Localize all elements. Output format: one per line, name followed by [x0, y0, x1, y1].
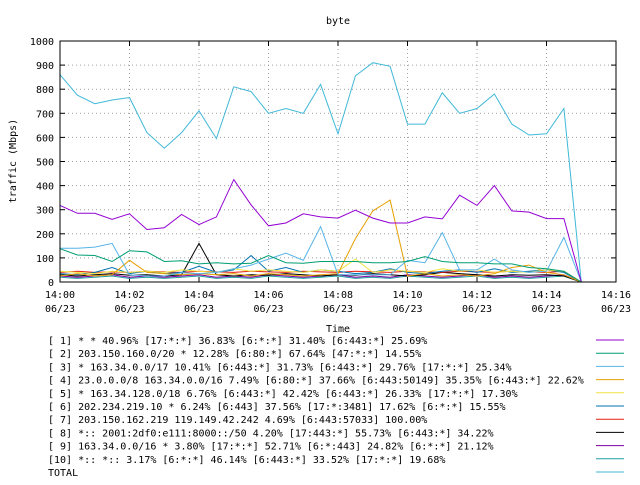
x-tick-label: 14:12 — [462, 290, 492, 301]
series-line-2 — [59, 248, 582, 283]
chart-title: byte — [326, 16, 350, 27]
plot-frame — [59, 40, 617, 283]
legend-label-5: [ 5] * 163.34.128.0/18 6.76% [6:443:*] 4… — [48, 389, 518, 400]
x-tick-label: 14:04 — [184, 290, 214, 301]
legend: [ 1] * * 40.96% [17:*:*] 36.83% [6:*:*] … — [48, 336, 624, 479]
y-tick-label: 600 — [36, 133, 54, 144]
y-tick-label: 400 — [36, 182, 54, 193]
series-line-11 — [59, 62, 582, 283]
x-tick-date: 06/23 — [253, 304, 283, 315]
legend-label-10: [10] *:: *:: 3.17% [6:*:*] 46.14% [6:443… — [48, 455, 445, 466]
x-axis-label: Time — [326, 324, 350, 335]
series-line-8 — [59, 242, 582, 283]
legend-label-7: [ 7] 203.150.162.219 119.149.42.242 4.69… — [48, 415, 427, 426]
series-lines — [59, 62, 582, 283]
y-tick-label: 100 — [36, 254, 54, 265]
y-tick-label: 800 — [36, 85, 54, 96]
x-tick-date: 06/23 — [323, 304, 353, 315]
y-tick-label: 200 — [36, 230, 54, 241]
x-tick-date: 06/23 — [114, 304, 144, 315]
x-tick-label: 14:16 — [601, 290, 631, 301]
y-tick-label: 1000 — [30, 37, 54, 48]
x-tick-label: 14:14 — [531, 290, 561, 301]
y-tick-label: 700 — [36, 109, 54, 120]
x-tick-date: 06/23 — [462, 304, 492, 315]
axis-ticks: 0 100 200 300 400 500 600 700 800 900 1000 14:00 06/… — [30, 37, 631, 315]
legend-label-4: [ 4] 23.0.0.0/8 163.34.0.0/16 7.49% [6:8… — [48, 376, 584, 387]
y-tick-label: 500 — [36, 158, 54, 169]
grid-lines — [60, 41, 616, 282]
series-line-10 — [59, 275, 582, 283]
x-tick-date: 06/23 — [184, 304, 214, 315]
series-line-4 — [59, 199, 582, 283]
legend-label-1: [ 1] * * 40.96% [17:*:*] 36.83% [6:*:*] … — [48, 336, 427, 347]
y-tick-label: 900 — [36, 61, 54, 72]
series-line-1 — [59, 178, 582, 283]
x-tick-label: 14:10 — [392, 290, 422, 301]
legend-label-11: TOTAL — [48, 468, 78, 479]
y-tick-label: 300 — [36, 206, 54, 217]
x-tick-date: 06/23 — [45, 304, 75, 315]
x-tick-label: 14:06 — [253, 290, 283, 301]
legend-label-8: [ 8] *:: 2001:2df0:e111:8000::/50 4.20% … — [48, 428, 494, 439]
legend-label-9: [ 9] 163.34.0.0/16 * 3.80% [17:*:*] 52.7… — [48, 442, 494, 453]
x-tick-date: 06/23 — [392, 304, 422, 315]
x-tick-label: 14:02 — [114, 290, 144, 301]
legend-label-6: [ 6] 202.234.219.10 * 6.24% [6:443] 37.5… — [48, 402, 506, 413]
y-tick-label: 0 — [48, 278, 54, 289]
x-tick-date: 06/23 — [601, 304, 631, 315]
y-axis-label: traffic (Mbps) — [8, 119, 19, 203]
series-line-5 — [59, 258, 582, 283]
series-line-3 — [60, 225, 582, 283]
legend-label-2: [ 2] 203.150.160.0/20 * 12.28% [6:80:*] … — [48, 349, 421, 360]
x-tick-label: 14:08 — [323, 290, 353, 301]
legend-label-3: [ 3] * 163.34.0.0/17 10.41% [6:443:*] 31… — [48, 362, 512, 373]
x-tick-label: 14:00 — [45, 290, 75, 301]
x-tick-date: 06/23 — [531, 304, 561, 315]
